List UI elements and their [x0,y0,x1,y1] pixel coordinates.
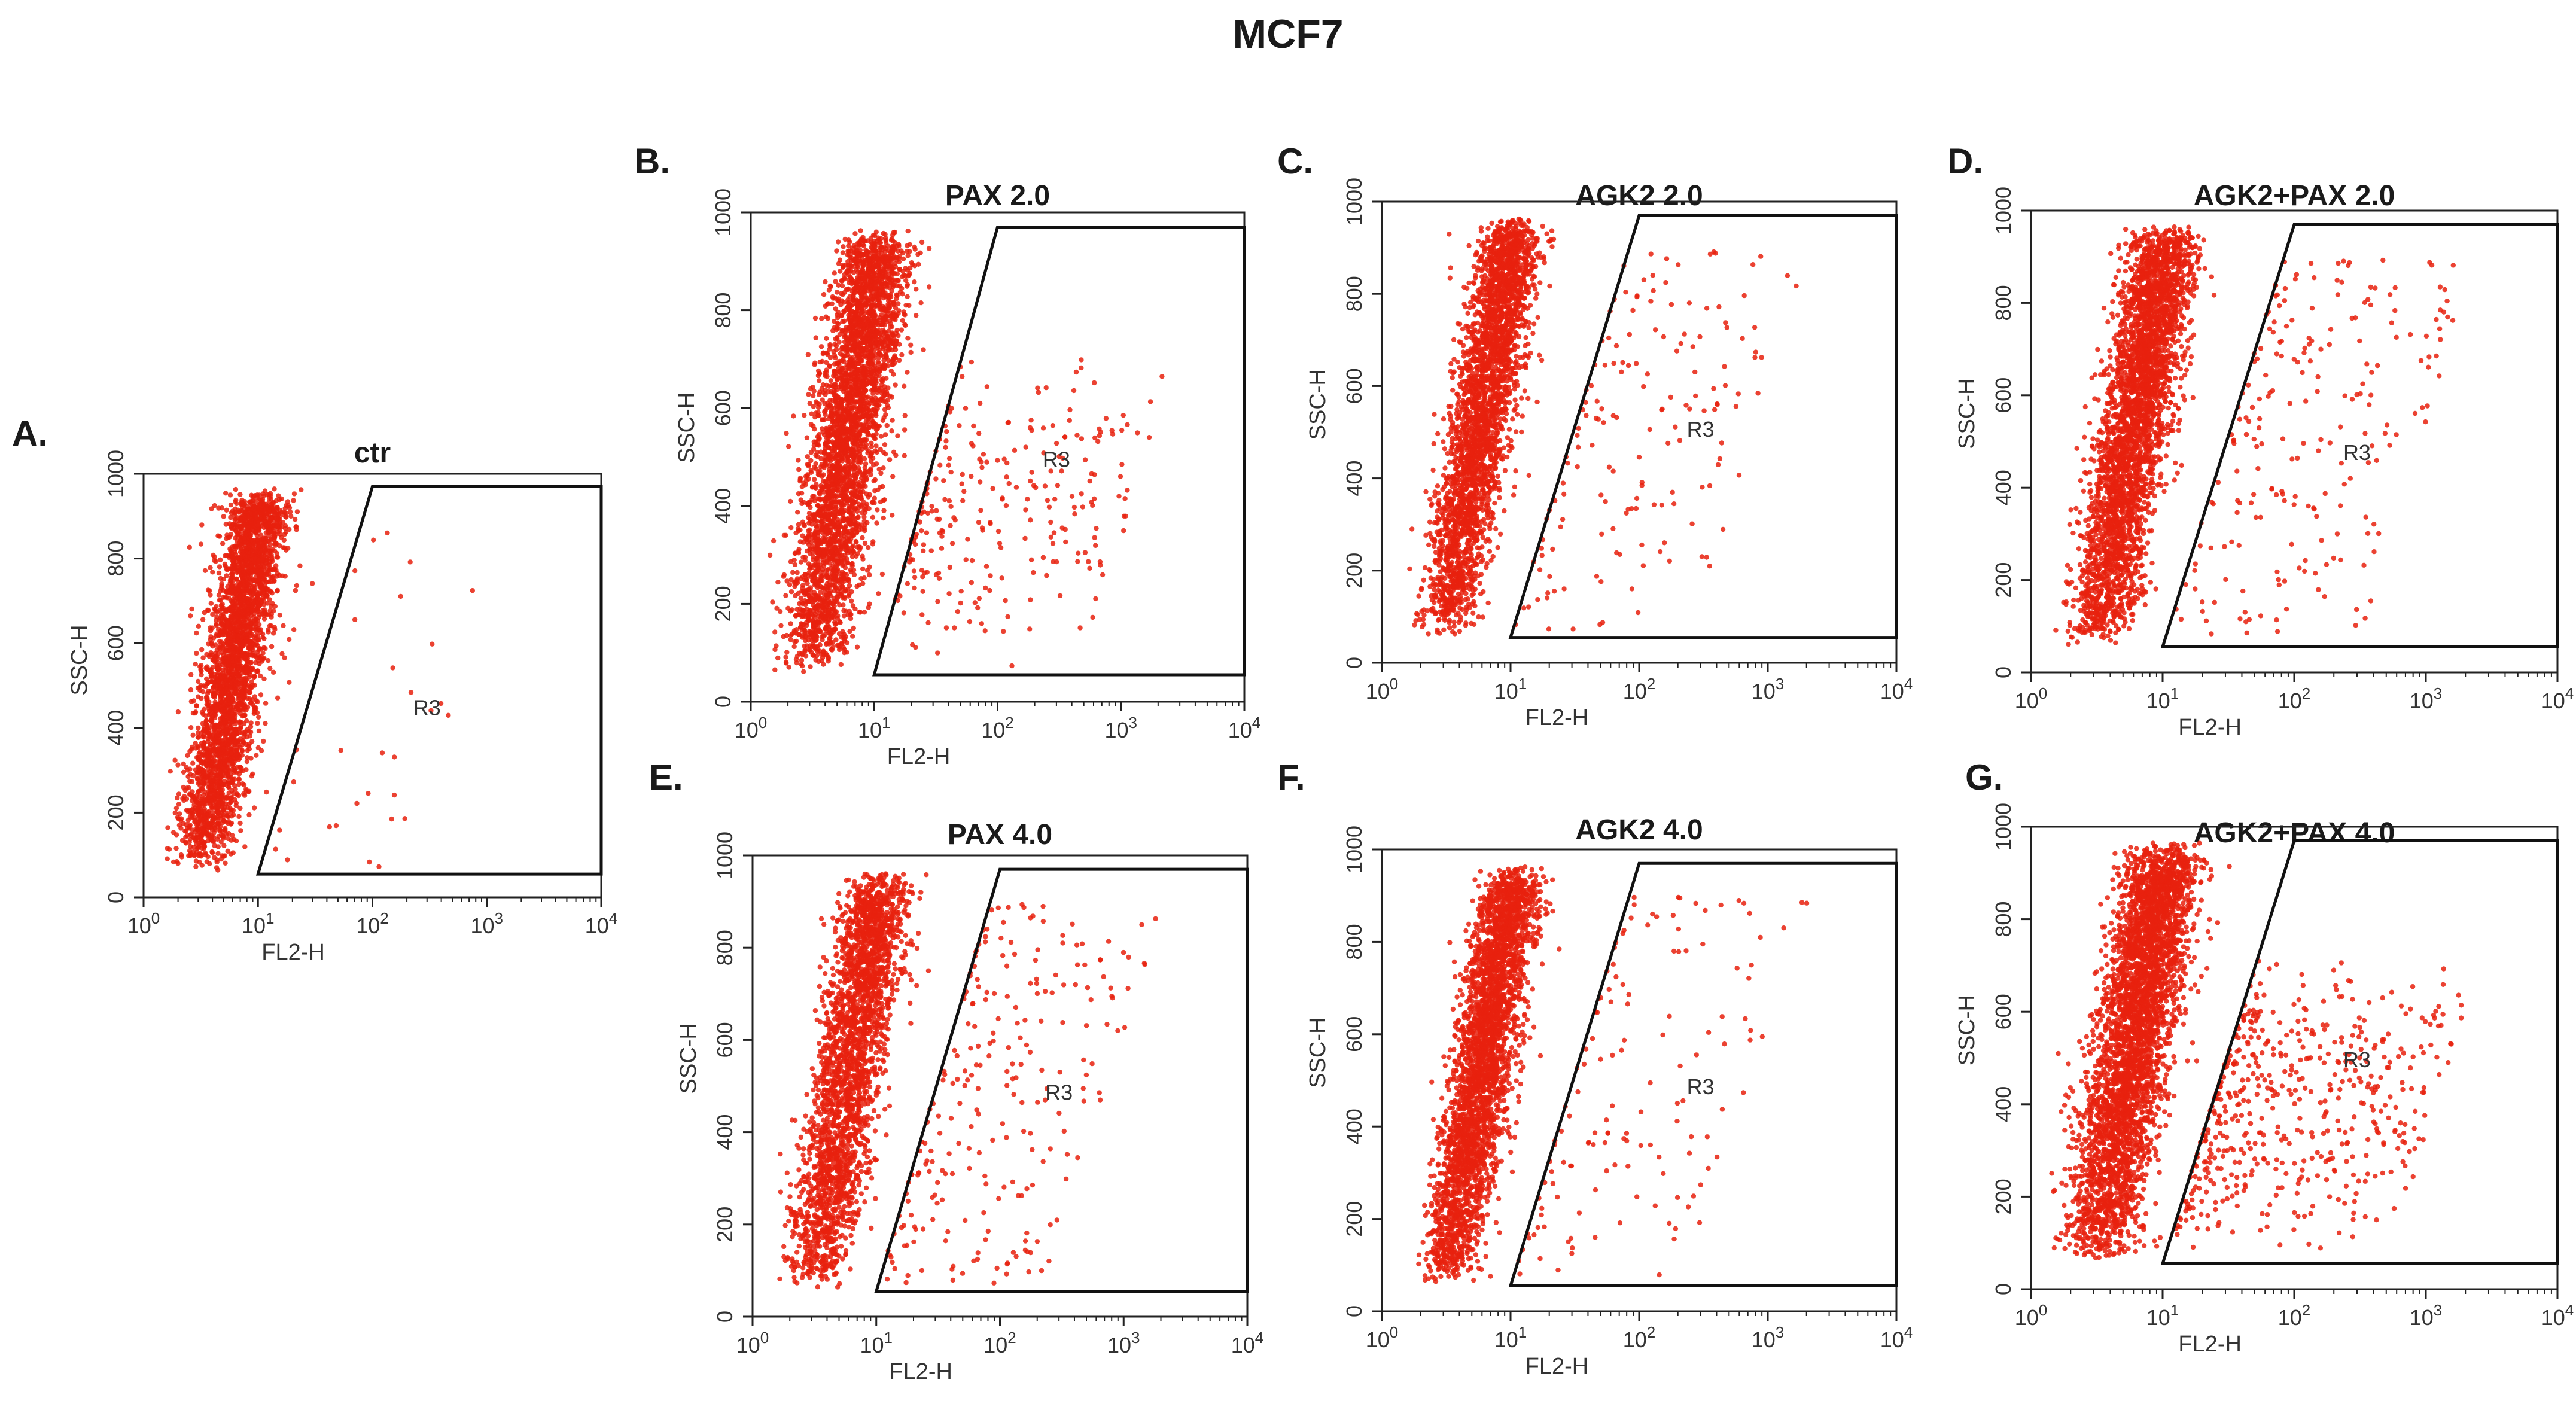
scatter-points [165,486,475,873]
data-point [287,526,292,532]
data-point [282,655,287,660]
data-point [267,666,273,671]
data-point [208,601,214,606]
data-point [224,507,229,513]
panel-title-a: ctr [144,437,601,470]
panel-letter-a: A. [12,413,48,454]
figure-title: MCF7 [0,11,2576,57]
data-point [190,760,196,766]
